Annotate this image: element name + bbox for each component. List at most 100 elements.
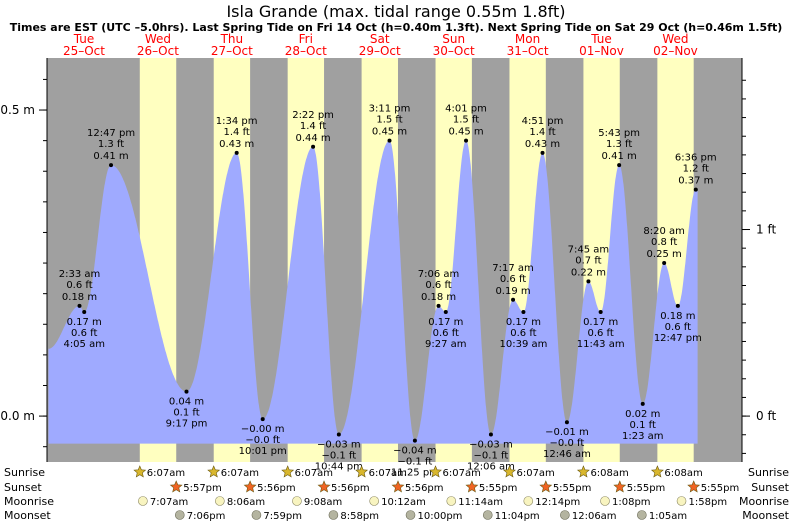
extreme-dot	[598, 310, 603, 315]
extreme-meters: 0.43 m	[219, 139, 254, 150]
extreme-dot	[564, 420, 569, 425]
extreme-time: 12:06 am	[467, 461, 515, 472]
row-label-right: Sunset	[751, 481, 789, 494]
day-label-date: 28–Oct	[285, 44, 327, 58]
extreme-feet: 0.1 ft	[173, 408, 199, 419]
row-label-left: Sunset	[4, 481, 42, 494]
extreme-dot	[77, 303, 82, 308]
moonrise-icon	[369, 496, 379, 506]
extreme-time: 1:34 pm	[216, 116, 258, 127]
extreme-time: 4:01 pm	[445, 104, 487, 115]
extreme-feet: −0.1 ft	[474, 450, 509, 461]
tide-curve	[48, 140, 698, 444]
sunset-icon	[317, 480, 331, 493]
moonset-time: 8:58pm	[340, 511, 379, 522]
extreme-time: 9:17 pm	[166, 419, 208, 430]
extreme-meters: 0.17 m	[67, 317, 102, 328]
moonrise-time: 10:12am	[381, 497, 426, 508]
moonrise-icon	[446, 496, 457, 506]
extreme-meters: 0.18 m	[62, 292, 97, 303]
moonset-icon	[637, 510, 647, 520]
sunrise-icon	[281, 465, 295, 478]
sunrise-time: 6:07am	[516, 468, 554, 479]
sunrise-time: 6:08am	[664, 468, 702, 479]
sunrise-time: 6:07am	[221, 468, 259, 479]
extreme-labels: 2:33 am0.6 ft0.18 m0.17 m0.6 ft4:05 am12…	[59, 104, 717, 479]
extreme-time: 11:25 pm	[391, 468, 439, 479]
moonset-time: 12:06am	[572, 511, 617, 522]
moonset-icon	[405, 510, 416, 520]
extreme-time: 4:05 am	[63, 339, 105, 350]
extreme-time: 2:33 am	[59, 269, 101, 280]
extreme-meters: 0.43 m	[525, 139, 560, 150]
sunset-time: 5:57pm	[183, 483, 222, 494]
extreme-dot	[693, 187, 698, 192]
extreme-feet: 0.6 ft	[500, 274, 526, 285]
extreme-dot	[311, 144, 316, 149]
extreme-feet: 1.5 ft	[376, 115, 402, 126]
extreme-time: 7:06 am	[418, 269, 460, 280]
extreme-dot	[675, 303, 680, 308]
extreme-meters: 0.45 m	[448, 127, 483, 138]
extreme-feet: 1.3 ft	[606, 139, 632, 150]
extreme-dot	[387, 138, 392, 143]
moonrise-time: 1:58pm	[689, 497, 728, 508]
extreme-meters: 0.18 m	[421, 292, 456, 303]
day-label-dow: Fri	[299, 32, 313, 46]
sunrise-time: 6:07am	[295, 468, 333, 479]
extreme-feet: 0.6 ft	[433, 328, 459, 339]
extreme-feet: 0.6 ft	[425, 280, 451, 291]
moonrise-time: 8:06am	[227, 497, 265, 508]
sunset-time: 5:55pm	[627, 483, 666, 494]
day-label-date: 26–Oct	[137, 44, 179, 58]
sunset-icon	[391, 480, 405, 493]
extreme-dot	[662, 261, 667, 266]
sunrise-time: 6:07am	[147, 468, 185, 479]
sunset-time: 5:56pm	[331, 483, 370, 494]
sunrise-time: 6:08am	[590, 468, 628, 479]
day-label-date: 31–Oct	[507, 44, 549, 58]
sunset-time: 5:55pm	[701, 483, 740, 494]
moonrise-icon	[523, 496, 534, 506]
sunset-icon	[613, 480, 627, 493]
sunset-icon	[687, 480, 701, 493]
extreme-time: 1:23 am	[622, 431, 664, 442]
extreme-feet: 0.8 ft	[651, 237, 677, 248]
extreme-meters: 0.22 m	[571, 267, 606, 278]
extreme-meters: 0.45 m	[372, 127, 407, 138]
sunrise-icon	[576, 465, 590, 478]
extreme-dot	[521, 310, 526, 315]
extreme-feet: 1.3 ft	[98, 139, 124, 150]
moonrise-icon	[215, 496, 225, 506]
extreme-dot	[184, 389, 189, 394]
extreme-dot	[412, 438, 417, 443]
sunset-icon	[465, 480, 479, 493]
moonset-icon	[251, 510, 262, 520]
extreme-dot	[640, 401, 645, 406]
extreme-feet: 1.4 ft	[529, 127, 555, 138]
extreme-feet: 0.6 ft	[66, 280, 92, 291]
sunrise-icon	[503, 465, 516, 478]
extreme-feet: 0.1 ft	[630, 420, 656, 431]
day-label-dow: Sun	[442, 32, 465, 46]
moonrise-time: 11:14am	[458, 497, 503, 508]
extreme-time: 10:39 am	[499, 339, 547, 350]
sunset-time: 5:56pm	[257, 483, 296, 494]
extreme-time: 3:11 pm	[369, 104, 411, 115]
extreme-time: 8:20 am	[643, 226, 685, 237]
extreme-dot	[443, 310, 448, 315]
extreme-time: 9:27 am	[425, 339, 467, 350]
extreme-feet: 1.4 ft	[300, 121, 326, 132]
moonset-icon	[328, 510, 339, 520]
sunrise-icon	[207, 465, 221, 478]
extreme-feet: −0.1 ft	[321, 450, 356, 461]
extreme-feet: 1.2 ft	[683, 164, 709, 175]
moonrise-icon	[676, 496, 687, 506]
extreme-dot	[586, 279, 591, 284]
extreme-dot	[336, 432, 341, 437]
extreme-time: 10:44 pm	[315, 461, 363, 472]
extreme-feet: −0.1 ft	[398, 457, 433, 468]
extreme-meters: −0.04 m	[393, 446, 437, 457]
extreme-feet: 0.7 ft	[575, 255, 601, 266]
